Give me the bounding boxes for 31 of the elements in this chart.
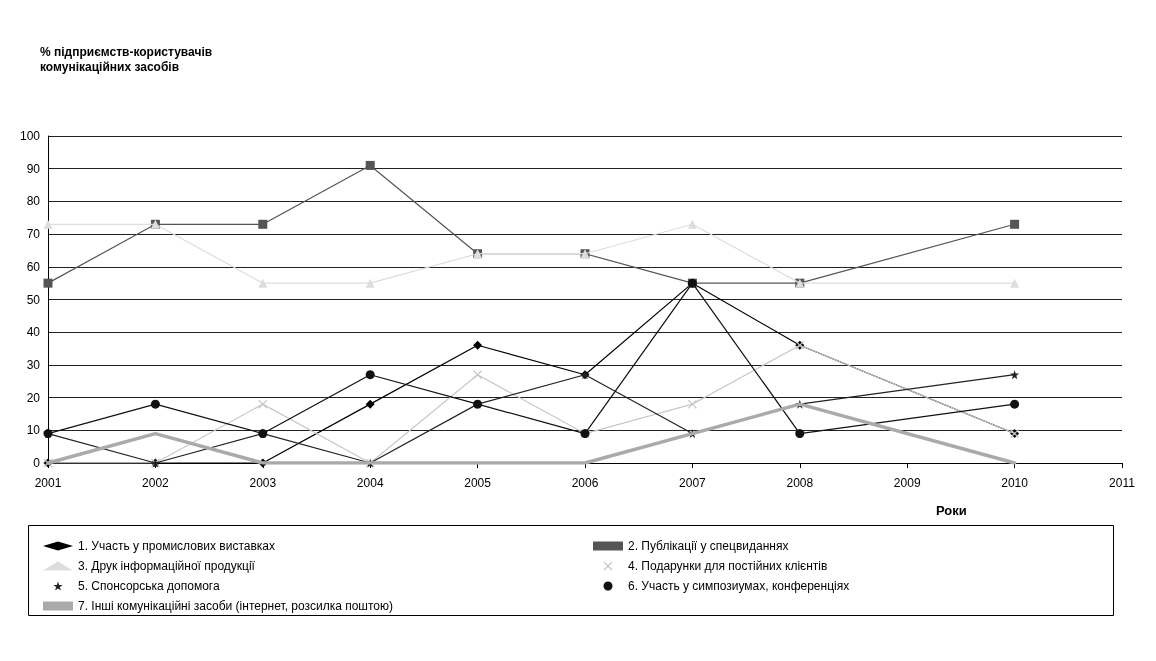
y-tick-label: 40 [26,325,41,340]
x-tick-label: 2004 [356,476,384,490]
y-tick-label: 50 [26,292,41,307]
legend-label: 3. Друк інформаційної продукції [78,559,256,573]
x-tick-label: 2005 [464,476,492,490]
legend-label: 6. Участь у симпозиумах, конференціях [628,579,850,593]
x-tick-label: 2010 [1001,476,1029,490]
y-tick-label: 100 [19,129,41,143]
y-tick-label: 30 [26,357,41,372]
legend-label: 1. Участь у промислових виставках [78,539,276,553]
y-tick-label: 10 [26,423,41,438]
y-tick-label: 80 [26,194,41,209]
legend-label: 2. Публікації у спецвиданнях [628,539,789,553]
x-tick-label: 2002 [142,476,170,490]
legend-label: 7. Інші комунікаційні засоби (інтернет, розсилка поштою) [78,599,393,613]
x-axis-title: Роки [936,503,967,518]
x-tick-label: 2011 [1109,476,1136,490]
x-tick-label: 2008 [786,476,814,490]
x-tick-label: 2001 [34,476,62,490]
x-tick-label: 2003 [249,476,277,490]
y-tick-label: 20 [26,390,41,405]
y-axis-title: % підприємств-користувачів комунікаційних засобів [40,44,213,74]
y-tick-label: 60 [26,259,41,274]
legend-label: 5. Спонсорська допомога [78,579,220,593]
y-tick-label: 70 [26,227,41,242]
x-tick-label: 2006 [571,476,599,490]
x-tick-label: 2007 [679,476,707,490]
y-tick-label: 90 [26,161,41,176]
y-tick-label: 0 [33,456,41,470]
x-tick-label: 2009 [893,476,921,490]
legend-label: 4. Подарунки для постійних клієнтів [628,559,828,573]
